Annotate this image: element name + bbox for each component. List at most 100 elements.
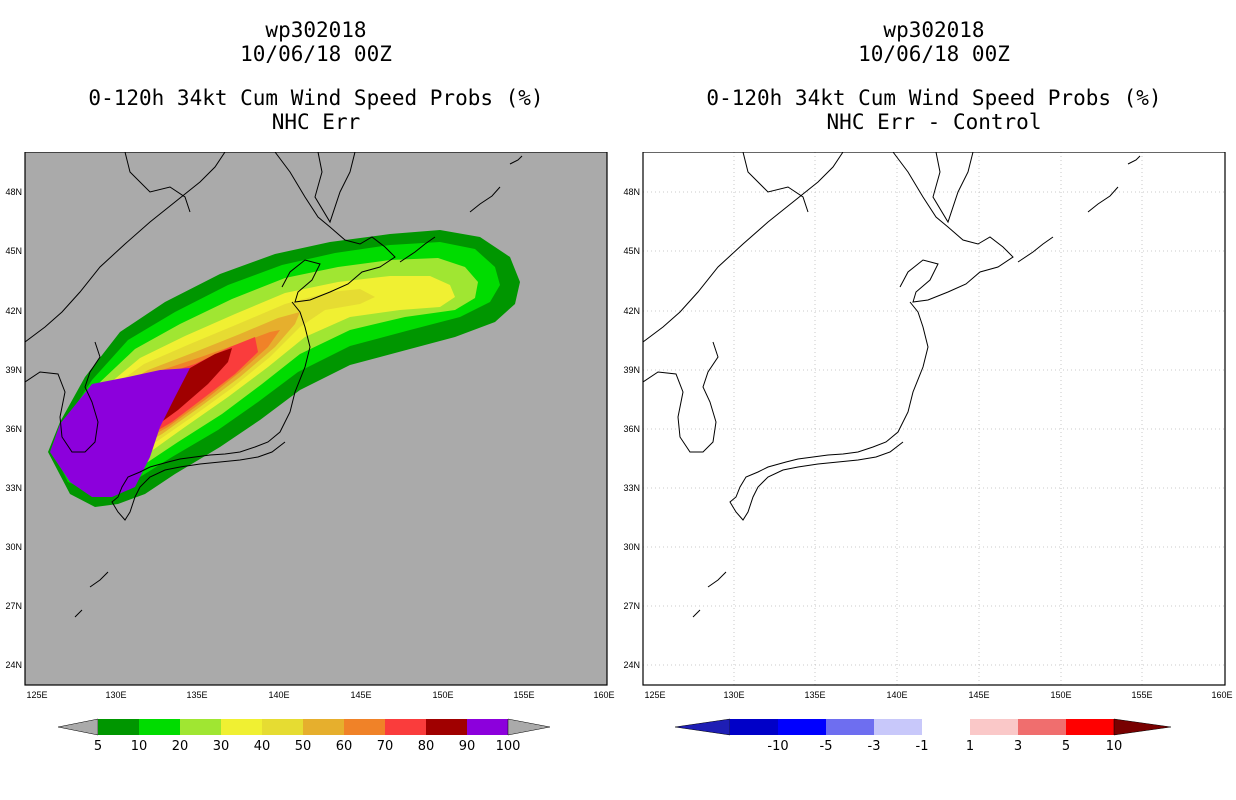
left-colorbar-cell xyxy=(426,719,467,735)
right-colorbar-cell xyxy=(1066,719,1114,735)
left-lat-label: 30N xyxy=(5,542,22,552)
left-map: 48N 45N 42N 39N 36N 33N 30N 27N 24N 125E… xyxy=(5,152,615,700)
left-lat-label: 27N xyxy=(5,601,22,611)
right-lon-label: 125E xyxy=(644,690,665,700)
right-lat-label: 39N xyxy=(623,365,640,375)
right-colorbar-label: 5 xyxy=(1062,739,1070,754)
left-lat-label: 36N xyxy=(5,424,22,434)
right-lon-label: 160E xyxy=(1211,690,1232,700)
left-colorbar-cell xyxy=(344,719,385,735)
right-colorbar-label: -5 xyxy=(820,739,833,754)
right-title-product: 0-120h 34kt Cum Wind Speed Probs (%) xyxy=(706,86,1162,110)
right-lon-label: 140E xyxy=(886,690,907,700)
left-colorbar-labels: 5 10 20 30 40 50 60 70 80 90 100 xyxy=(94,739,521,754)
right-lat-label: 24N xyxy=(623,660,640,670)
right-lat-label: 48N xyxy=(623,187,640,197)
prob-90-contour xyxy=(50,368,190,497)
left-colorbar-cell xyxy=(139,719,180,735)
right-lat-labels: 48N 45N 42N 39N 36N 33N 30N 27N 24N xyxy=(623,187,640,670)
left-lat-labels: 48N 45N 42N 39N 36N 33N 30N 27N 24N xyxy=(5,187,22,670)
right-title-date: 10/06/18 00Z xyxy=(858,42,1010,66)
left-colorbar-cell xyxy=(221,719,262,735)
left-colorbar-label: 5 xyxy=(94,739,102,754)
left-colorbar-label: 70 xyxy=(377,739,394,754)
left-lon-label: 140E xyxy=(268,690,289,700)
left-lat-label: 48N xyxy=(5,187,22,197)
left-colorbar-under-triangle xyxy=(57,718,99,736)
right-lon-label: 135E xyxy=(804,690,825,700)
left-lat-label: 45N xyxy=(5,246,22,256)
left-colorbar-cell xyxy=(303,719,344,735)
left-title-product: 0-120h 34kt Cum Wind Speed Probs (%) xyxy=(88,86,544,110)
left-colorbar-cells xyxy=(98,719,508,735)
right-colorbar-cells xyxy=(730,719,1114,735)
left-title-subtitle: NHC Err xyxy=(271,110,361,134)
left-colorbar-label: 80 xyxy=(418,739,435,754)
left-coastlines xyxy=(25,152,523,618)
left-lon-label: 135E xyxy=(186,690,207,700)
left-lon-label: 130E xyxy=(105,690,126,700)
left-title-storm-id: wp302018 xyxy=(265,18,367,42)
right-colorbar-cell xyxy=(1018,719,1066,735)
left-colorbar-label: 60 xyxy=(336,739,353,754)
right-colorbar-cell xyxy=(874,719,922,735)
left-lat-label: 42N xyxy=(5,306,22,316)
left-colorbar-label: 90 xyxy=(459,739,476,754)
left-lon-label: 145E xyxy=(350,690,371,700)
left-lon-label: 125E xyxy=(26,690,47,700)
left-lon-label: 160E xyxy=(593,690,614,700)
left-colorbar-cell xyxy=(262,719,303,735)
left-lat-label: 24N xyxy=(5,660,22,670)
left-colorbar: 5 10 20 30 40 50 60 70 80 90 100 xyxy=(57,718,551,754)
right-lon-label: 155E xyxy=(1131,690,1152,700)
right-lon-label: 145E xyxy=(968,690,989,700)
right-colorbar-labels: -10 -5 -3 -1 1 3 5 10 xyxy=(767,739,1122,754)
left-colorbar-label: 30 xyxy=(213,739,230,754)
right-lat-label: 36N xyxy=(623,424,640,434)
left-colorbar-label: 10 xyxy=(131,739,148,754)
left-colorbar-label: 20 xyxy=(172,739,189,754)
right-lat-label: 30N xyxy=(623,542,640,552)
left-colorbar-over-triangle xyxy=(507,718,551,736)
left-colorbar-cell xyxy=(98,719,139,735)
right-colorbar-label: -10 xyxy=(767,739,788,754)
right-colorbar-label: -3 xyxy=(868,739,881,754)
right-colorbar-cell xyxy=(970,719,1018,735)
left-title-date: 10/06/18 00Z xyxy=(240,42,392,66)
right-title-storm-id: wp302018 xyxy=(883,18,985,42)
right-colorbar-cell xyxy=(778,719,826,735)
left-lon-label: 155E xyxy=(513,690,534,700)
right-colorbar: -10 -5 -3 -1 1 3 5 10 xyxy=(675,718,1172,754)
right-map: 48N 45N 42N 39N 36N 33N 30N 27N 24N 125E… xyxy=(623,152,1233,700)
right-colorbar-label: -1 xyxy=(916,739,929,754)
right-colorbar-cell xyxy=(826,719,874,735)
right-colorbar-label: 3 xyxy=(1014,739,1022,754)
right-lat-label: 27N xyxy=(623,601,640,611)
right-lon-labels: 125E 130E 135E 140E 145E 150E 155E 160E xyxy=(644,690,1232,700)
left-lat-label: 33N xyxy=(5,483,22,493)
right-lon-label: 130E xyxy=(723,690,744,700)
right-gridlines xyxy=(643,152,1225,685)
right-map-background xyxy=(643,152,1225,685)
left-colorbar-label: 50 xyxy=(295,739,312,754)
right-colorbar-over-triangle xyxy=(1113,718,1172,736)
left-colorbar-cell xyxy=(467,719,508,735)
left-lon-labels: 125E 130E 135E 140E 145E 150E 155E 160E xyxy=(26,690,614,700)
left-colorbar-cell xyxy=(385,719,426,735)
right-lat-label: 33N xyxy=(623,483,640,493)
left-lat-label: 39N xyxy=(5,365,22,375)
right-colorbar-cell xyxy=(922,719,970,735)
left-colorbar-cell xyxy=(180,719,221,735)
right-colorbar-under-triangle xyxy=(675,718,731,736)
right-lat-label: 42N xyxy=(623,306,640,316)
right-coastlines xyxy=(643,152,1141,618)
left-title: wp302018 10/06/18 00Z 0-120h 34kt Cum Wi… xyxy=(25,18,607,134)
right-lon-label: 150E xyxy=(1050,690,1071,700)
left-colorbar-label: 40 xyxy=(254,739,271,754)
right-colorbar-label: 1 xyxy=(966,739,974,754)
right-title: wp302018 10/06/18 00Z 0-120h 34kt Cum Wi… xyxy=(643,18,1225,134)
left-lon-label: 150E xyxy=(432,690,453,700)
right-colorbar-cell xyxy=(730,719,778,735)
left-colorbar-label: 100 xyxy=(496,739,521,754)
right-lat-label: 45N xyxy=(623,246,640,256)
